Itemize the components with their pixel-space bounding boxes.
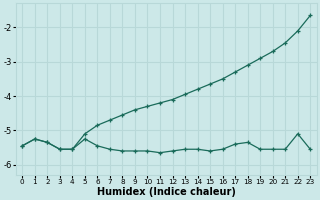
X-axis label: Humidex (Indice chaleur): Humidex (Indice chaleur)	[97, 187, 236, 197]
